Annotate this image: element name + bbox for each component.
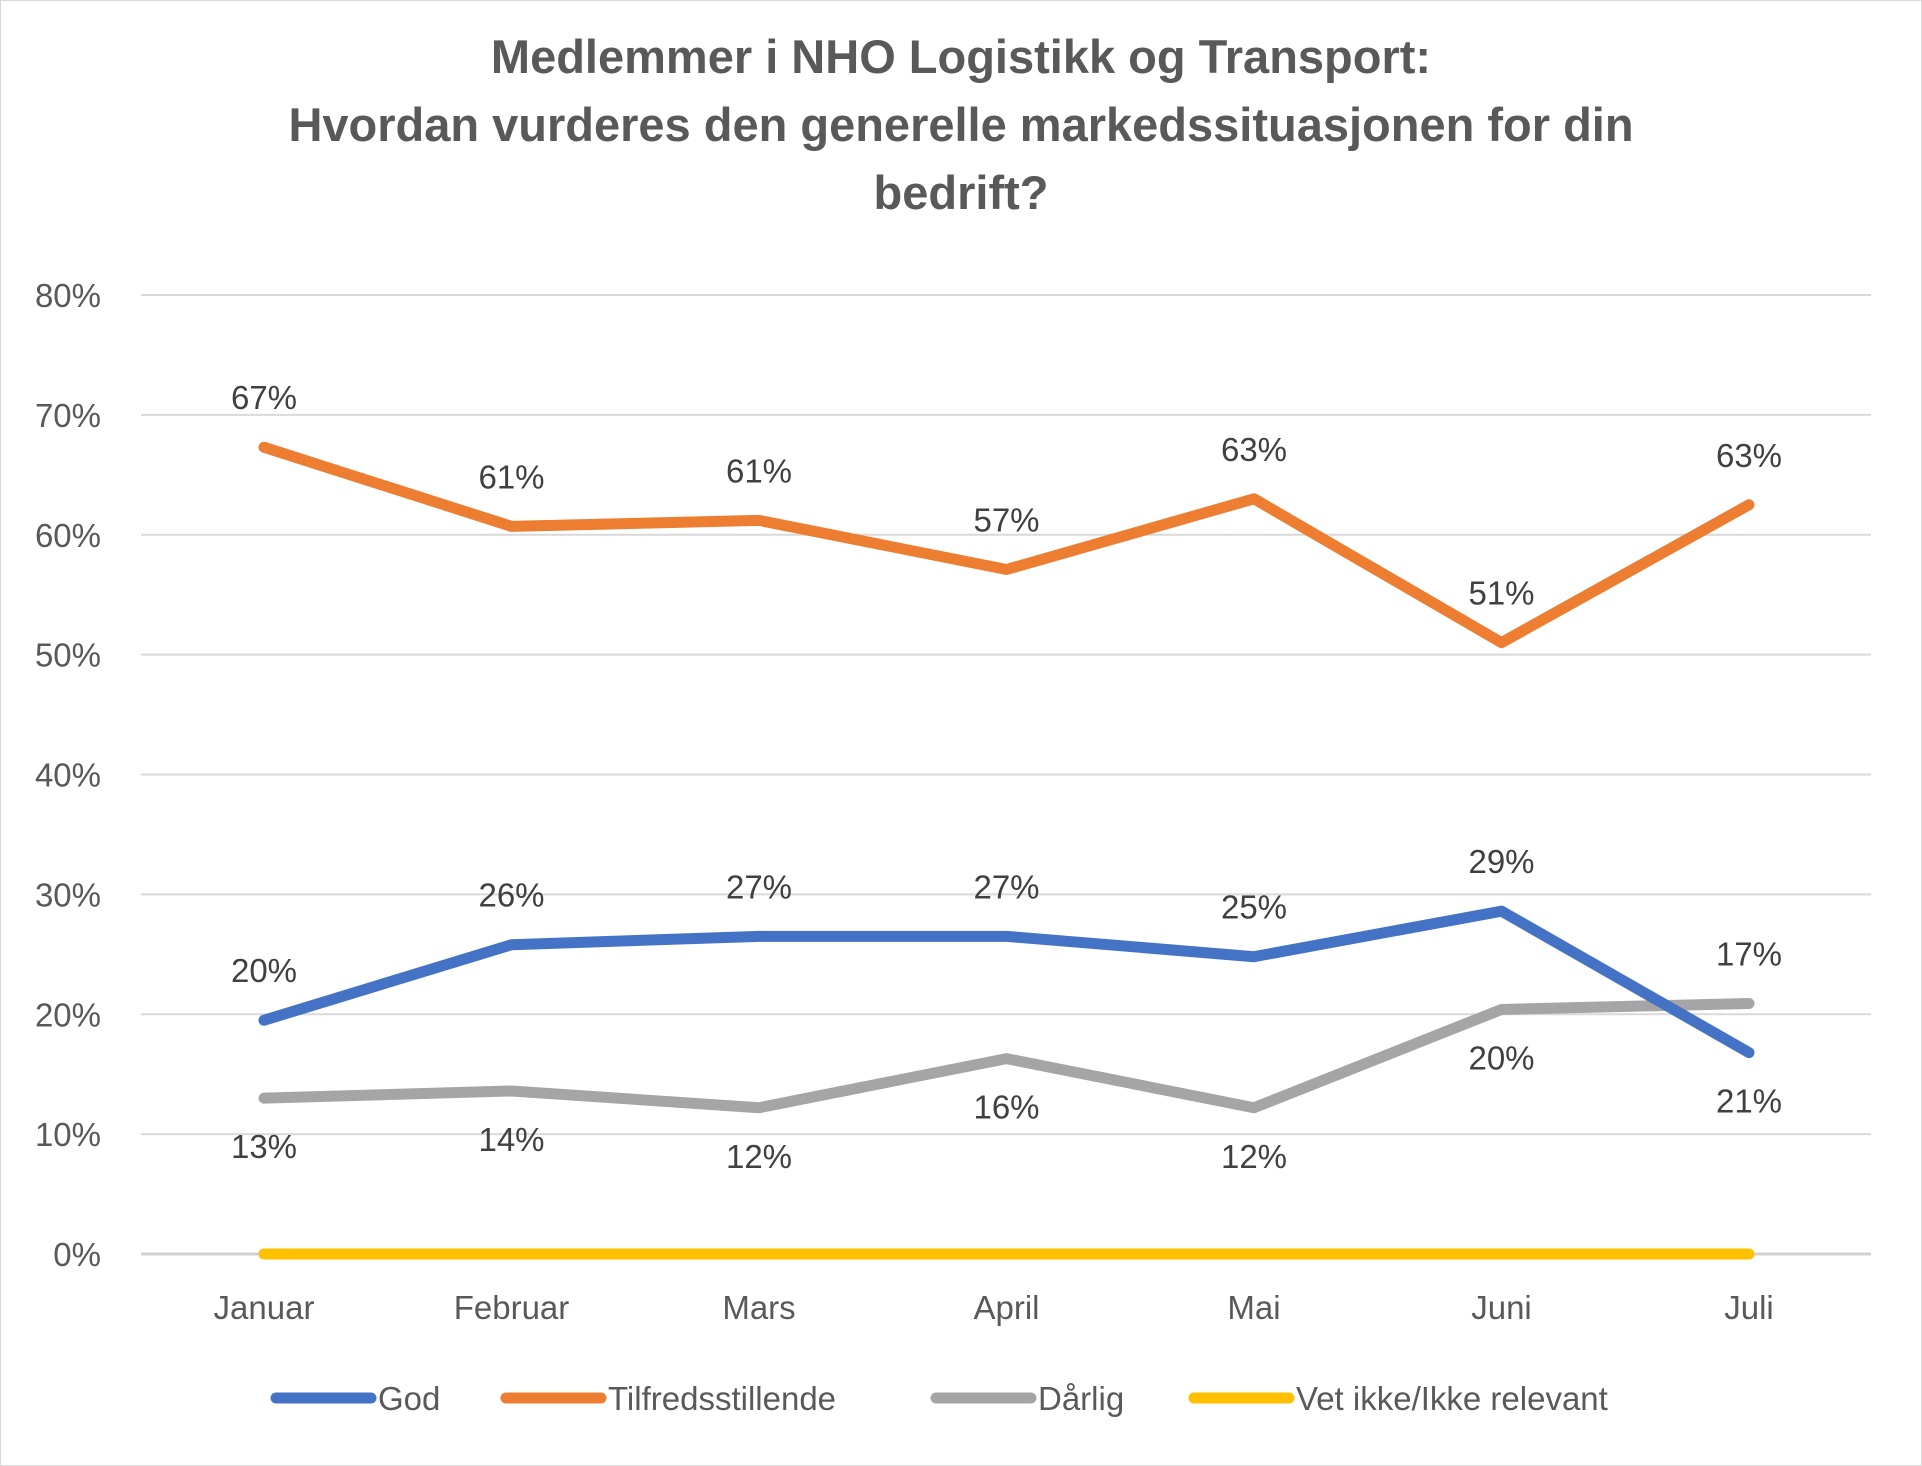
data-label: 20% (231, 952, 297, 989)
y-tick-label: 30% (35, 876, 101, 913)
x-tick-label: Mars (722, 1289, 795, 1326)
data-label: 27% (973, 868, 1039, 905)
data-label: 63% (1716, 437, 1782, 474)
y-tick-label: 40% (35, 757, 101, 794)
x-tick-label: April (973, 1289, 1039, 1326)
y-tick-label: 70% (35, 397, 101, 434)
y-tick-label: 50% (35, 637, 101, 674)
y-tick-label: 80% (35, 277, 101, 314)
data-label: 20% (1468, 1039, 1534, 1076)
legend-label: Tilfredsstillende (608, 1380, 836, 1417)
series-line-d-rlig (258, 997, 1755, 1114)
data-label: 25% (1221, 889, 1287, 926)
data-label: 26% (478, 877, 544, 914)
series-line-tilfredsstillende (258, 441, 1755, 649)
y-axis-ticks: 0% 10% 20% 30% 40% 50% 60% 70% 80% (35, 277, 101, 1273)
y-tick-label: 60% (35, 517, 101, 554)
legend-label: Dårlig (1038, 1380, 1124, 1417)
data-label: 57% (973, 502, 1039, 539)
chart-title: Medlemmer i NHO Logistikk og Transport: H… (288, 30, 1633, 219)
legend-label: God (378, 1380, 440, 1417)
x-tick-label: Mai (1227, 1289, 1280, 1326)
x-axis-ticks: Januar Februar Mars April Mai Juni Juli (214, 1289, 1774, 1326)
series-lines (258, 441, 1755, 1260)
legend: God Tilfredsstillende Dårlig Vet ikke/Ikke … (270, 1380, 1608, 1417)
x-tick-label: Januar (214, 1289, 315, 1326)
data-label: 27% (726, 868, 792, 905)
data-label: 29% (1468, 843, 1534, 880)
data-label: 17% (1716, 935, 1782, 972)
data-label: 67% (231, 379, 297, 416)
chart-title-line: bedrift? (874, 166, 1049, 219)
chart-title-line: Hvordan vurderes den generelle markedssi… (288, 98, 1633, 151)
data-label: 12% (1221, 1138, 1287, 1175)
x-tick-label: Februar (454, 1289, 570, 1326)
legend-label: Vet ikke/Ikke relevant (1296, 1380, 1608, 1417)
data-label: 14% (478, 1121, 544, 1158)
x-tick-label: Juni (1471, 1289, 1532, 1326)
data-label: 12% (726, 1138, 792, 1175)
y-tick-label: 20% (35, 996, 101, 1033)
data-labels: 20% 26% 27% 27% 25% 29% 21% 67% 61% 61% 57% 63% 51% 6… (231, 379, 1782, 1175)
series-line-god (258, 905, 1755, 1059)
x-tick-label: Juli (1724, 1289, 1774, 1326)
y-tick-label: 0% (53, 1236, 101, 1273)
data-label: 21% (1716, 1083, 1782, 1120)
data-label: 16% (973, 1089, 1039, 1126)
data-label: 61% (478, 458, 544, 495)
data-label: 61% (726, 452, 792, 489)
data-label: 13% (231, 1128, 297, 1165)
y-tick-label: 10% (35, 1116, 101, 1153)
chart-title-line: Medlemmer i NHO Logistikk og Transport: (491, 30, 1431, 83)
data-label: 51% (1468, 575, 1534, 612)
data-label: 63% (1221, 431, 1287, 468)
